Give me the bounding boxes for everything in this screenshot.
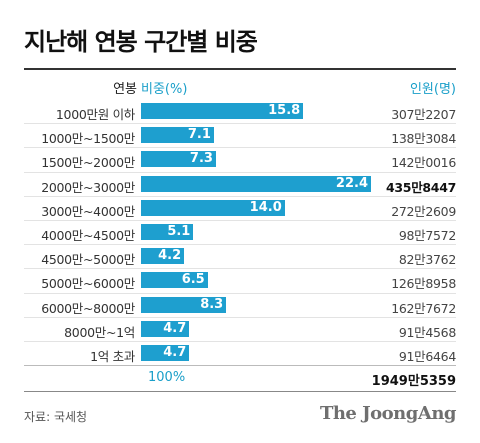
people-count: 435만8447 <box>386 179 456 195</box>
bar-value-label: 22.4 <box>335 175 368 191</box>
category-label: 3000만~4000만 <box>41 203 135 219</box>
bar <box>141 345 190 361</box>
category-label: 1억 초과 <box>90 349 135 364</box>
bar-value-label: 4.7 <box>163 320 187 336</box>
category-label: 2000만~3000만 <box>41 179 135 195</box>
category-label: 1000만원 이하 <box>55 107 135 122</box>
row-separator <box>24 171 456 173</box>
people-count: 138만3084 <box>391 131 456 147</box>
bar-value-label: 7.1 <box>187 127 211 143</box>
header-category: 연봉 <box>113 82 137 97</box>
bar <box>141 103 304 119</box>
bar <box>141 175 371 192</box>
total-people: 1949만5359 <box>371 374 456 389</box>
row-separator <box>24 220 456 221</box>
people-count: 98만7572 <box>398 228 456 243</box>
bar <box>141 199 285 216</box>
top-rule <box>24 68 456 70</box>
people-count: 142만0016 <box>391 155 456 171</box>
bar-value-label: 4.7 <box>163 345 187 360</box>
people-count: 307만2207 <box>391 107 456 122</box>
category-label: 8000만~1억 <box>64 324 135 340</box>
bar-value-label: 8.3 <box>200 296 224 312</box>
source-note: 자료: 국세청 <box>24 410 88 424</box>
row-separator <box>24 365 456 367</box>
chart-title: 지난해 연봉 구간별 비중 <box>24 28 258 56</box>
row-separator <box>24 123 456 125</box>
category-label: 1000만~1500만 <box>41 131 135 147</box>
category-label: 1500만~2000만 <box>41 155 135 171</box>
category-label: 4000만~4500만 <box>41 228 135 243</box>
row-separator <box>24 268 456 270</box>
header-people: 인원(명) <box>409 82 456 97</box>
people-count: 126만8958 <box>391 276 456 292</box>
header-share: 비중(%) <box>141 82 188 97</box>
bar-value-label: 7.3 <box>189 151 213 167</box>
people-count: 162만7672 <box>391 300 456 316</box>
row-separator <box>24 244 456 246</box>
bar-value-label: 5.1 <box>167 224 191 239</box>
category-label: 6000만~8000만 <box>41 300 135 316</box>
row-separator <box>24 292 456 294</box>
bar <box>141 127 214 144</box>
people-count: 82만3762 <box>398 252 456 268</box>
total-share: 100% <box>148 370 186 385</box>
bar-value-label: 14.0 <box>249 199 282 215</box>
bar <box>141 320 190 337</box>
people-count: 91만6464 <box>398 349 456 364</box>
bar <box>141 272 208 289</box>
row-separator <box>24 195 456 197</box>
category-label: 5000만~6000만 <box>41 276 135 292</box>
bar-value-label: 4.2 <box>158 248 182 264</box>
bar-value-label: 6.5 <box>181 272 205 288</box>
row-separator <box>24 316 456 318</box>
bar <box>141 248 185 265</box>
people-count: 272만2609 <box>391 203 456 219</box>
bar-value-label: 15.8 <box>268 103 301 118</box>
row-separator <box>24 147 456 149</box>
bottom-rule <box>24 391 456 392</box>
bar <box>141 151 216 168</box>
bar <box>141 296 227 313</box>
row-separator <box>24 341 456 342</box>
category-label: 4500만~5000만 <box>41 252 135 268</box>
bar <box>141 224 194 240</box>
people-count: 91만4568 <box>398 324 456 340</box>
brand-logo: The JoongAng <box>319 403 457 424</box>
